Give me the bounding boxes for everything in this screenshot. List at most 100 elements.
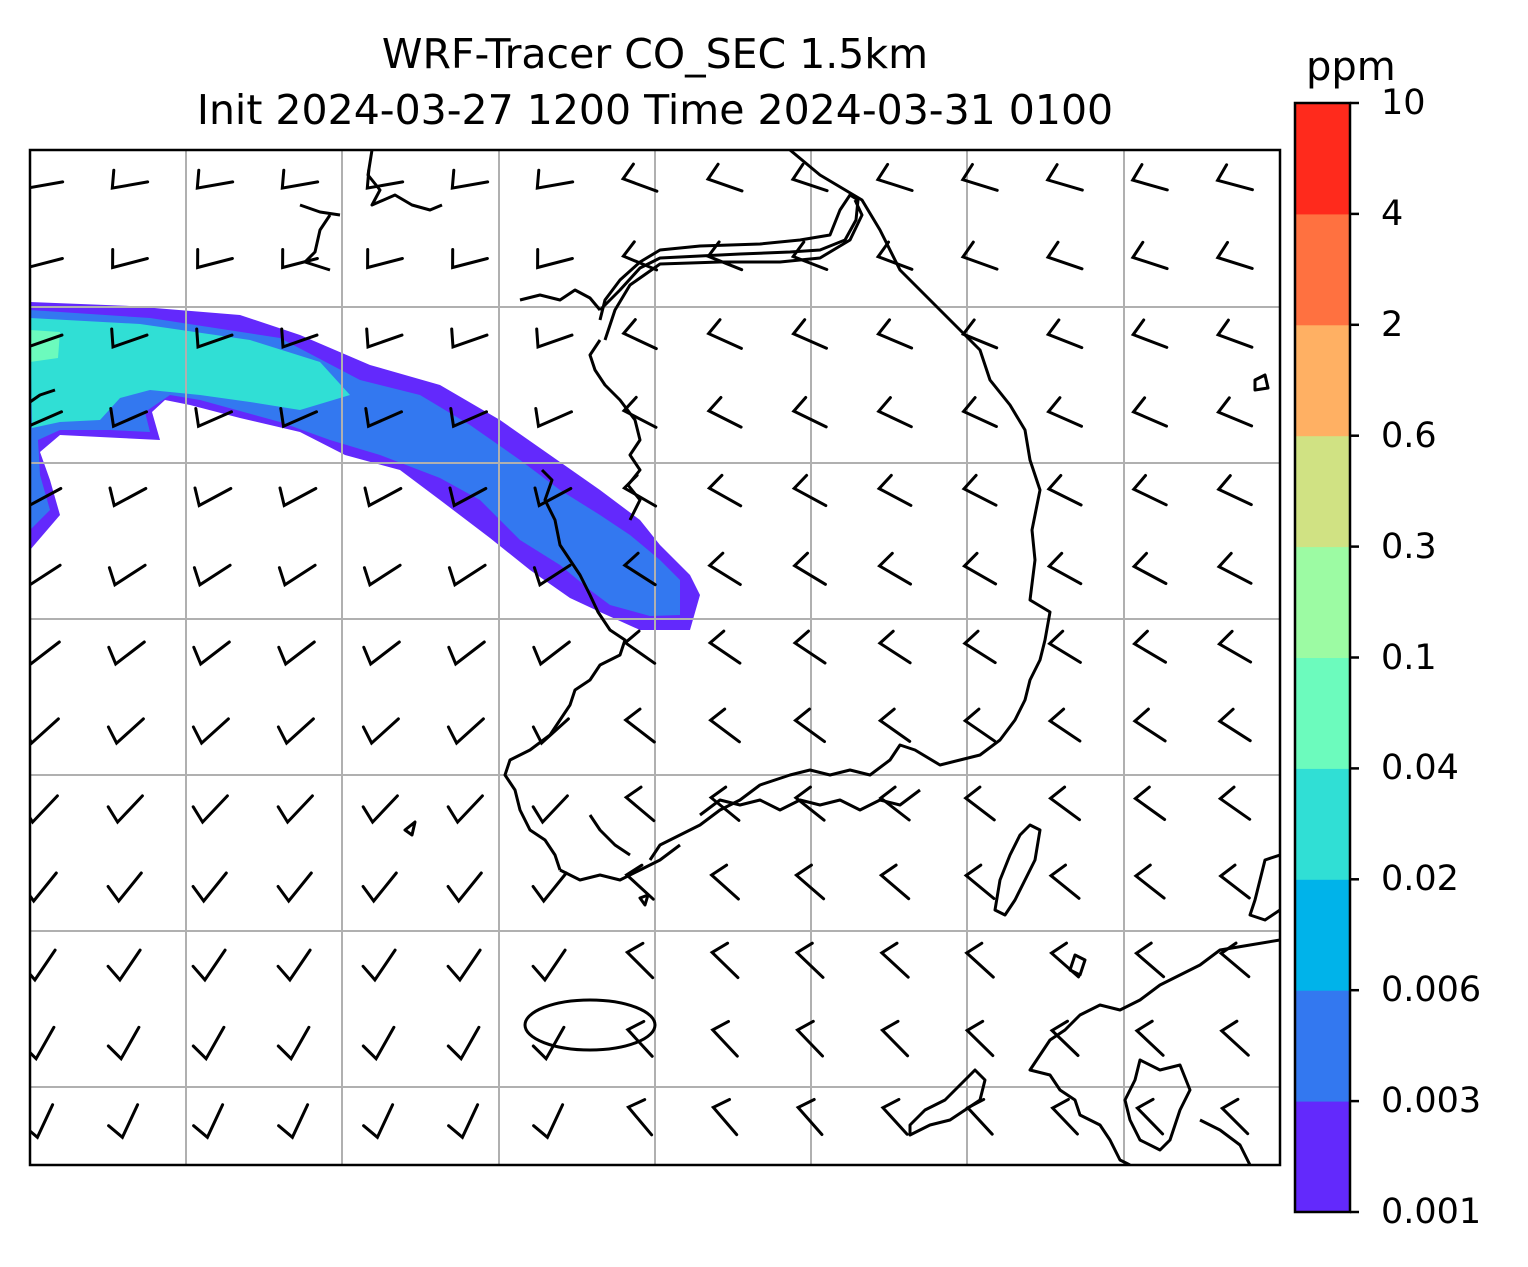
wind-barb <box>361 1025 396 1062</box>
wind-barb <box>795 1098 824 1136</box>
wind-barb <box>109 407 148 429</box>
colorbar-tick-label: 2 <box>1381 304 1404 345</box>
wind-barb <box>1134 1019 1165 1057</box>
wind-barb <box>110 168 150 190</box>
wind-barb <box>447 563 487 588</box>
wind-barb <box>1132 629 1167 664</box>
wind-barb <box>451 248 489 270</box>
wind-barb <box>30 410 63 428</box>
wind-barb <box>281 248 319 270</box>
wind-barb <box>710 1098 739 1137</box>
wind-barb <box>195 327 234 349</box>
chart-title-line2: Init 2024-03-27 1200 Time 2024-03-31 010… <box>196 86 1114 134</box>
wind-barb <box>276 794 314 825</box>
colorbar-tick-label: 0.04 <box>1381 748 1459 789</box>
wind-barb <box>709 863 740 901</box>
wind-barb <box>362 563 402 588</box>
wind-barb <box>1219 1019 1250 1057</box>
wind-barb <box>362 640 401 667</box>
wind-barb <box>107 640 146 667</box>
wind-barb <box>1216 551 1253 585</box>
wind-barb <box>365 168 405 190</box>
wind-barb <box>622 551 657 587</box>
wind-barb <box>364 407 403 429</box>
wind-barb <box>791 473 828 508</box>
wind-barb <box>1046 474 1083 507</box>
wind-barb <box>106 717 145 746</box>
wind-barb <box>30 794 59 825</box>
wind-barb <box>625 1098 654 1137</box>
wind-barb <box>623 785 656 823</box>
wind-barb <box>191 871 228 904</box>
wind-barb <box>30 169 65 190</box>
wind-barb <box>110 327 149 349</box>
colorbar-segment <box>1295 768 1350 880</box>
wind-barb <box>1045 318 1084 350</box>
wind-barb <box>877 551 912 586</box>
wind-barb <box>961 396 998 428</box>
wind-barb <box>705 162 744 193</box>
wind-barb <box>1130 318 1169 349</box>
colorbar-unit-label: ppm <box>1306 44 1396 90</box>
wind-barb <box>793 785 826 822</box>
wind-barb <box>624 941 655 980</box>
wind-barb <box>621 318 658 351</box>
wind-barb <box>277 640 316 667</box>
wind-barb <box>625 1019 654 1058</box>
wind-barb <box>366 248 404 270</box>
wind-barb <box>877 629 912 665</box>
wind-barb <box>107 1103 140 1140</box>
wind-barb <box>963 863 996 900</box>
wind-barb <box>965 1097 994 1136</box>
wind-barb <box>191 1025 226 1062</box>
colorbar-segment <box>1295 213 1350 326</box>
wind-barb <box>620 162 659 193</box>
wind-barb <box>706 318 743 350</box>
wind-barb <box>279 407 318 429</box>
wind-barb <box>196 248 234 270</box>
wind-barb <box>106 948 142 983</box>
wind-barb <box>621 473 658 508</box>
wind-barb <box>1215 318 1254 349</box>
wind-barb <box>450 168 490 190</box>
wind-barb <box>535 168 575 190</box>
wind-barb <box>30 948 57 983</box>
wind-barb <box>1131 396 1168 428</box>
wind-barb <box>1216 396 1254 428</box>
wind-barb <box>531 948 567 983</box>
wind-barb <box>1132 785 1167 821</box>
wind-barb <box>795 1019 824 1058</box>
wind-barb <box>365 327 404 349</box>
wind-barb <box>706 396 743 429</box>
wind-barb <box>277 1103 310 1140</box>
wind-barb <box>624 863 655 901</box>
wind-barb <box>446 717 485 746</box>
wind-barb <box>1216 474 1253 507</box>
plume-level-0.02 <box>30 318 350 428</box>
coastline-korea-south <box>559 788 921 882</box>
wind-barb <box>1046 551 1083 586</box>
wind-barb <box>106 871 143 904</box>
wind-barb <box>448 486 488 508</box>
wind-barb <box>276 717 315 746</box>
coastline-north-china <box>299 150 602 311</box>
wind-barb <box>532 640 571 667</box>
wind-barb <box>532 1103 565 1140</box>
wind-barb <box>876 318 914 350</box>
colorbar-segment <box>1295 324 1350 437</box>
wind-barb <box>195 168 235 190</box>
wind-barb <box>30 487 63 507</box>
wind-barb <box>876 396 913 429</box>
wind-barb <box>1047 629 1082 664</box>
wind-barb <box>531 717 570 746</box>
chart-title-line1: WRF-Tracer CO_SEC 1.5km <box>381 30 929 78</box>
wind-barb <box>962 629 997 665</box>
wind-barb <box>623 707 656 744</box>
wind-barb <box>961 473 998 507</box>
wind-barb <box>191 717 230 746</box>
wind-barb <box>1217 707 1252 743</box>
wind-barb <box>192 640 231 667</box>
wind-barb <box>962 707 997 743</box>
wind-barb <box>1219 1097 1250 1136</box>
wind-barb <box>963 785 996 822</box>
